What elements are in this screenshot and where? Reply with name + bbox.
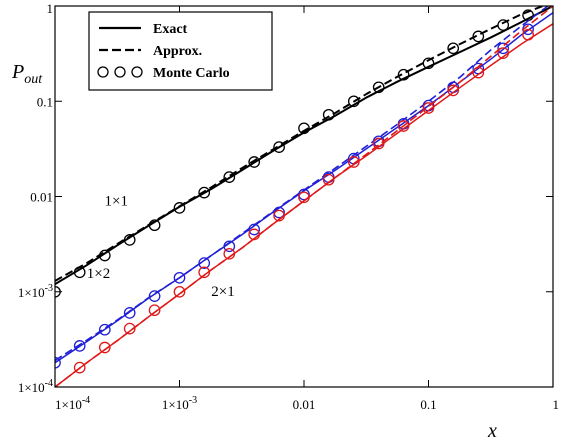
x-axis-label: x xyxy=(487,420,497,442)
y-tick-label: 0.01 xyxy=(30,190,53,205)
series-1-mc-point xyxy=(123,234,136,246)
series-2-mc-point xyxy=(148,290,161,302)
series-3-mc-point xyxy=(73,361,86,374)
series-label-1: 1×1 xyxy=(105,194,128,210)
series-1-mc-point xyxy=(273,141,285,153)
series-3-mc-point xyxy=(298,191,310,204)
series-2-mc-point xyxy=(273,206,285,219)
series-1-mc-point xyxy=(447,42,460,55)
series-3-mc-point xyxy=(347,156,360,168)
series-3-mc-point xyxy=(223,247,236,260)
series-3-approx-line xyxy=(55,6,553,387)
series-3-mc-point xyxy=(322,173,335,186)
legend: Exact Approx. Monte Carlo xyxy=(88,11,273,91)
series-1-mc-point xyxy=(472,30,485,43)
x-tick-label: 1×10-4 xyxy=(55,395,90,412)
series-1-mc-point xyxy=(322,108,335,121)
series-3-mc-point xyxy=(198,266,211,279)
series-3-mc-point xyxy=(173,285,186,298)
series-1-mc-point xyxy=(98,249,111,262)
series-2-mc-point xyxy=(98,323,111,336)
x-tick-label: 1×10-3 xyxy=(162,395,197,412)
series-2-mc-point xyxy=(223,240,236,253)
series-1-mc-point xyxy=(148,219,161,232)
series-1-mc-point xyxy=(223,171,236,183)
series-3-mc-point xyxy=(98,341,111,354)
series-1-mc-point xyxy=(372,81,385,94)
x-tick-label: 1 xyxy=(553,397,560,412)
series-1-mc-point xyxy=(422,57,435,70)
series-2-approx-line xyxy=(55,6,550,362)
series-1-mc-point xyxy=(497,19,510,31)
series-1-mc-point xyxy=(347,95,360,108)
series-2-mc-point xyxy=(73,340,86,352)
x-tick-label: 0.1 xyxy=(420,397,436,412)
series-3-mc-point xyxy=(472,66,485,79)
series-2-mc-point xyxy=(298,188,310,201)
y-axis-label: Pout xyxy=(11,61,43,87)
series-2-mc-point xyxy=(123,307,136,319)
series-1-mc-point xyxy=(248,156,261,168)
series-2-mc-point xyxy=(198,257,211,269)
legend-label-solid: Exact xyxy=(153,22,188,37)
y-axis-label-subscript: out xyxy=(24,72,43,87)
y-tick-label: 0.1 xyxy=(37,94,53,109)
series-3-mc-point xyxy=(422,102,435,114)
y-tick-label: 1 xyxy=(47,1,54,16)
series-2-mc-point xyxy=(55,356,61,369)
legend-circle-swatch xyxy=(131,66,143,78)
axes: 1×10-4 1×10-3 0.01 0.1 1 1×10-4 1×10-3 0.01 0.1 1 xyxy=(18,1,559,412)
x-tick-label: 0.01 xyxy=(293,397,316,412)
legend-label-dashed: Approx. xyxy=(153,44,202,59)
legend-label-circles: Monte Carlo xyxy=(153,66,230,81)
series-3-mc-point xyxy=(273,209,285,222)
series-label-3: 2×1 xyxy=(211,284,234,300)
series-2-mc-point xyxy=(248,223,261,236)
series-1-mc-point xyxy=(73,266,86,279)
series-2-mc-point xyxy=(173,271,186,284)
series-1-mc-point xyxy=(397,68,410,81)
series-3-mc-point xyxy=(248,228,261,241)
series-3-mc-point xyxy=(148,304,161,317)
series-3-mc-point xyxy=(123,322,136,335)
series-3-mc-point xyxy=(447,84,460,97)
series-label-2: 1×2 xyxy=(87,266,110,282)
legend-circle-swatch xyxy=(114,66,126,78)
legend-circle-swatch xyxy=(97,66,109,78)
series-1-mc-point xyxy=(198,186,211,199)
series-1-mc-point xyxy=(173,202,186,214)
series-labels: 1×1 1×2 2×1 xyxy=(87,194,235,300)
series-3-mc-point xyxy=(522,28,534,41)
series-1-mc-point xyxy=(298,122,310,135)
plot-layer xyxy=(55,6,553,387)
plot-area xyxy=(55,6,553,387)
y-tick-label: 1×10-3 xyxy=(18,283,53,300)
series-1-approx-line xyxy=(55,6,546,282)
series-3-mc-point xyxy=(372,137,385,150)
series-3-mc-point xyxy=(397,120,410,132)
series-2-mc-point xyxy=(497,42,510,55)
y-tick-label: 1×10-4 xyxy=(18,378,53,395)
series-3-mc-point xyxy=(497,47,510,59)
